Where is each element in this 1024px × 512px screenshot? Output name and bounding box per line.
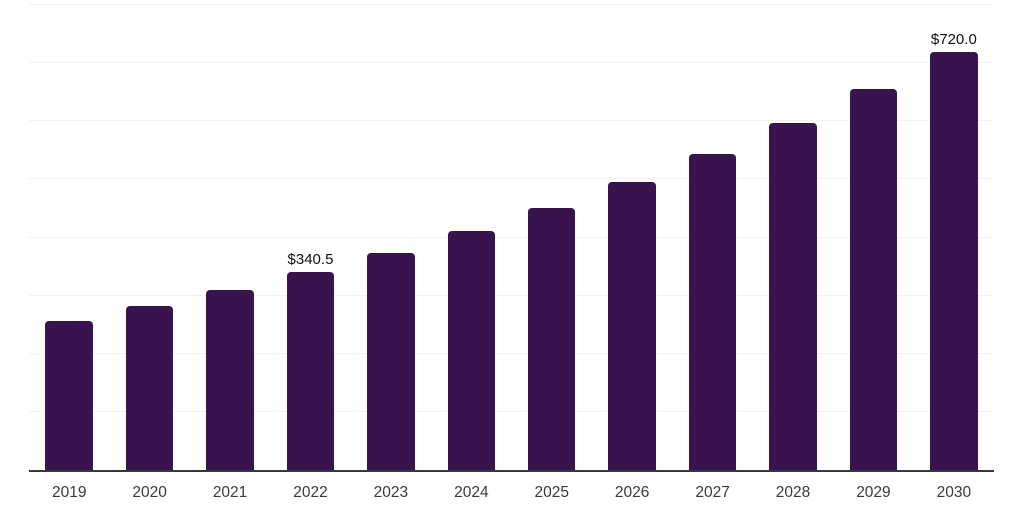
- gridline-600: [29, 120, 994, 122]
- x-tick-label-2025: 2025: [534, 484, 569, 501]
- x-tick-label-2026: 2026: [614, 484, 650, 501]
- x-tick-label-2019: 2019: [51, 484, 87, 501]
- x-tick-label-2021: 2021: [212, 484, 248, 501]
- gridline-100: [29, 410, 994, 412]
- bar-2028: [769, 123, 817, 470]
- bar-2026: [608, 182, 656, 470]
- plot-area: $340.5 $720.0: [29, 4, 994, 470]
- bar-2030: [930, 51, 978, 470]
- gridline-800: [29, 4, 994, 5]
- gridlines: [29, 4, 994, 470]
- bar-2029: [849, 88, 898, 470]
- x-axis-tick-labels: 2019 2020 2021 2022 2023 2024 2025 2026 2027 2028…: [29, 481, 994, 506]
- bar-2025: [528, 207, 576, 470]
- x-axis-line: [29, 470, 994, 472]
- bar-column-2025: [512, 5, 592, 470]
- bar-2020: [125, 305, 174, 470]
- bar-column-2021: [190, 5, 270, 470]
- x-tick-label-2029: 2029: [856, 484, 891, 501]
- gridline-500: [29, 178, 994, 180]
- gridline-400: [29, 236, 994, 238]
- bar-2022: [286, 272, 335, 470]
- x-tick-label-2027: 2027: [695, 484, 730, 501]
- bar-column-2019: [29, 5, 109, 470]
- bar-column-2023: [351, 5, 431, 470]
- x-tick-label-2030: 2030: [936, 484, 972, 501]
- x-tick-label-2022: 2022: [293, 484, 328, 501]
- bars-container: $340.5 $720.0: [29, 5, 994, 470]
- x-tick-label-2028: 2028: [775, 484, 811, 501]
- gridline-700: [29, 62, 994, 64]
- gridline-300: [29, 294, 994, 296]
- bar-column-2022: $340.5: [270, 5, 350, 470]
- bar-2019: [45, 320, 93, 470]
- x-tick-label-2020: 2020: [132, 484, 167, 501]
- bar-column-2028: [753, 5, 833, 470]
- x-tick-label-2023: 2023: [373, 484, 409, 501]
- bar-column-2029: [833, 5, 913, 470]
- bar-column-2020: [109, 5, 189, 470]
- bar-column-2024: [431, 5, 511, 470]
- bar-2024: [447, 231, 496, 470]
- bar-column-2030: $720.0: [914, 5, 994, 470]
- gridline-200: [29, 352, 994, 354]
- bar-2027: [688, 153, 737, 470]
- bar-2023: [367, 252, 415, 470]
- bar-value-label-2030: $720.0: [930, 30, 977, 48]
- bar-value-label-2022: $340.5: [287, 251, 334, 269]
- bar-column-2026: [592, 5, 672, 470]
- bar-column-2027: [672, 5, 752, 470]
- x-tick-label-2024: 2024: [454, 484, 489, 501]
- bar-2021: [206, 289, 254, 470]
